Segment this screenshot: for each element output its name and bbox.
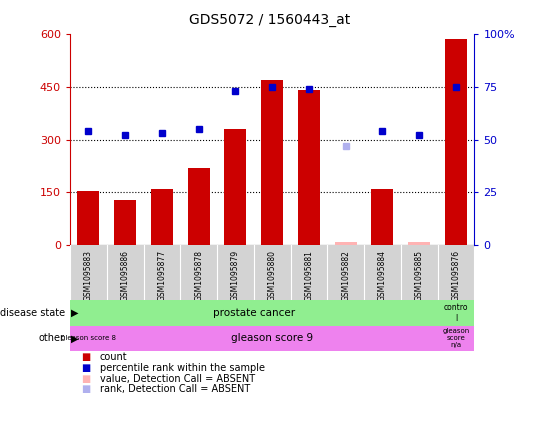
Text: GSM1095882: GSM1095882: [341, 250, 350, 301]
Text: gleason score 8: gleason score 8: [61, 335, 116, 341]
Bar: [438, 326, 474, 351]
Text: gleason score 9: gleason score 9: [231, 333, 313, 343]
Text: value, Detection Call = ABSENT: value, Detection Call = ABSENT: [100, 374, 255, 384]
Bar: [261, 80, 283, 245]
Bar: [107, 326, 438, 351]
Text: other: other: [39, 333, 65, 343]
Text: ▶: ▶: [71, 333, 79, 343]
Text: GSM1095885: GSM1095885: [414, 250, 424, 301]
Text: GSM1095877: GSM1095877: [157, 250, 167, 301]
Bar: [70, 326, 107, 351]
Text: gleason
score
n/a: gleason score n/a: [443, 328, 469, 349]
Text: ■: ■: [81, 363, 90, 373]
Bar: [445, 39, 467, 245]
Bar: [298, 90, 320, 245]
Bar: [188, 168, 210, 245]
Text: percentile rank within the sample: percentile rank within the sample: [100, 363, 265, 373]
Text: contro
l: contro l: [444, 303, 468, 323]
Text: prostate cancer: prostate cancer: [213, 308, 295, 318]
Text: GSM1095881: GSM1095881: [305, 250, 314, 301]
Text: ▶: ▶: [71, 308, 79, 318]
Bar: [151, 189, 173, 245]
Text: GSM1095880: GSM1095880: [268, 250, 277, 301]
Bar: [224, 129, 246, 245]
Text: ■: ■: [81, 384, 90, 394]
Text: GSM1095883: GSM1095883: [84, 250, 93, 301]
Text: ■: ■: [81, 374, 90, 384]
Text: GDS5072 / 1560443_at: GDS5072 / 1560443_at: [189, 13, 350, 27]
Text: rank, Detection Call = ABSENT: rank, Detection Call = ABSENT: [100, 384, 250, 394]
Text: GSM1095878: GSM1095878: [194, 250, 203, 301]
Bar: [438, 300, 474, 326]
Text: count: count: [100, 352, 127, 363]
Text: disease state: disease state: [0, 308, 65, 318]
Text: GSM1095886: GSM1095886: [121, 250, 130, 301]
Text: GSM1095879: GSM1095879: [231, 250, 240, 301]
Text: GSM1095876: GSM1095876: [452, 250, 460, 301]
Bar: [408, 242, 430, 245]
Bar: [114, 200, 136, 245]
Bar: [78, 191, 100, 245]
Bar: [335, 242, 357, 245]
Bar: [371, 189, 393, 245]
Text: ■: ■: [81, 352, 90, 363]
Text: GSM1095884: GSM1095884: [378, 250, 387, 301]
